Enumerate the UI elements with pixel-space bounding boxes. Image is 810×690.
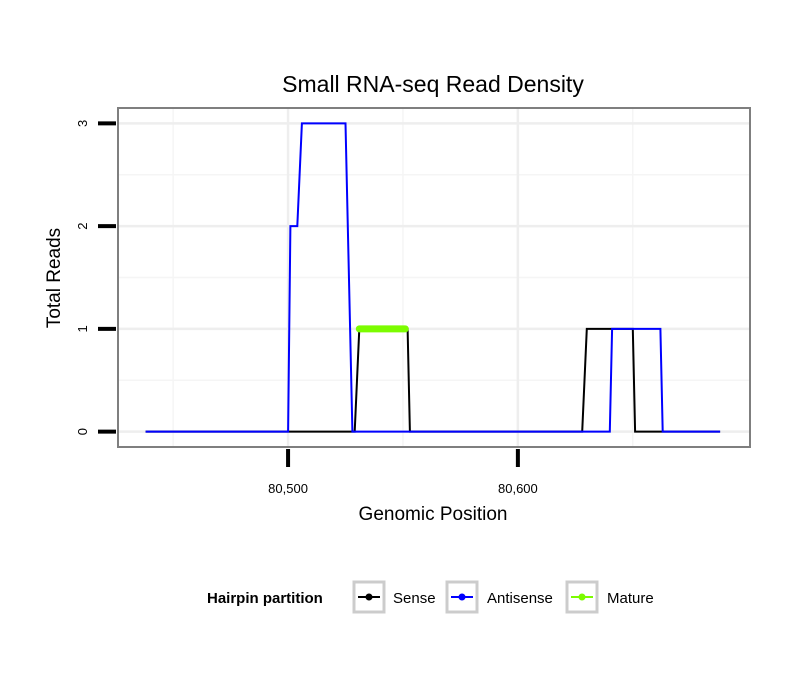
- legend-label-sense: Sense: [393, 590, 436, 607]
- y-axis-title: Total Reads: [44, 228, 65, 328]
- chart-title: Small RNA-seq Read Density: [282, 71, 584, 97]
- legend-point-sense: [365, 593, 373, 601]
- legend-point-antisense: [458, 593, 466, 601]
- y-tick-label: 2: [75, 223, 90, 230]
- x-tick-label: 80,600: [498, 481, 538, 496]
- y-tick-label: 3: [75, 120, 90, 127]
- legend-title: Hairpin partition: [207, 590, 323, 607]
- plot-area: [117, 107, 751, 448]
- series-line-antisense: [145, 122, 721, 433]
- legend-point-mature: [578, 593, 586, 601]
- y-tick-label: 1: [75, 325, 90, 332]
- y-tick-label: 0: [75, 428, 90, 435]
- legend: Hairpin partition Sense Antisense Mature: [207, 580, 654, 614]
- x-tick-label: 80,500: [268, 481, 308, 496]
- y-axis: 0 1 2 3: [75, 120, 116, 435]
- plot-border: [117, 107, 751, 448]
- x-axis: 80,500 80,600: [268, 449, 538, 496]
- legend-label-mature: Mature: [607, 590, 654, 607]
- legend-label-antisense: Antisense: [487, 590, 553, 607]
- x-axis-title: Genomic Position: [359, 504, 508, 525]
